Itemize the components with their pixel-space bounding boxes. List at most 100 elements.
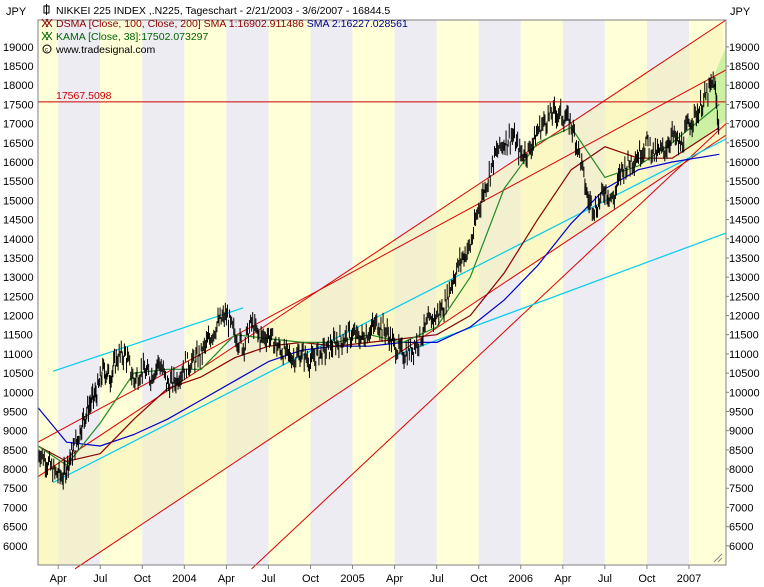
y-tick-label-right: 14500 [729,215,760,227]
y-tick-label-right: 19000 [729,42,760,54]
x-tick-label: Apr [218,573,235,585]
y-tick-label-left: 9500 [3,406,27,418]
x-tick-label: Oct [302,573,319,585]
y-axis-left: 6000 6500 7000 7500 8000 8500 9000 9500 10000 105… [3,42,34,553]
y-tick-label-left: 11500 [3,330,33,342]
legend-entry-text: KAMA [Close, 38]:17502.073297 [56,31,209,43]
y-tick-label-right: 17000 [729,119,760,131]
legend-entry-text: NIKKEI 225 INDEX ,.N225, Tageschart - 2/… [56,5,390,17]
y-tick-label-right: 12000 [729,311,760,323]
x-axis: Apr Jul Oct 2004 Apr Jul Oct 2005 Apr Jul Oct 2006 A… [50,565,701,585]
copyright-icon-c: c [45,48,48,54]
y-tick-label-right: 7500 [729,483,753,495]
x-tick-label: 2007 [677,573,701,585]
time-band [268,20,311,565]
y-tick-label-right: 16000 [729,157,760,169]
sma2-line [37,153,720,447]
time-band [226,20,269,565]
x-tick-label: 2006 [509,573,533,585]
y-tick-label-right: 11000 [729,349,759,361]
y-tick-label-right: 6500 [729,522,753,534]
y-tick-label-right: 6000 [729,541,753,553]
y-tick-label-left: 17000 [3,119,34,131]
legend-entry: KAMA [Close, 38]:17502.073297 [56,31,209,43]
y-tick-label-left: 13500 [3,253,34,265]
y-tick-label-right: 9500 [729,406,753,418]
y-tick-label-left: 13000 [3,272,34,284]
y-tick-label-left: 16500 [3,138,34,150]
y-tick-label-right: 18500 [729,61,760,73]
y-tick-label-right: 15500 [729,176,760,188]
y-tick-label-right: 17500 [729,99,760,111]
y-tick-label-right: 8000 [729,464,753,476]
y-tick-label-left: 6500 [3,522,27,534]
y-tick-label-right: 12500 [729,291,760,303]
channel-line [74,134,727,570]
moving-average-icon [41,18,53,28]
y-tick-label-left: 8000 [3,464,27,476]
copyright-icon [42,44,52,54]
y-tick-label-left: 14500 [3,215,34,227]
x-tick-label: Jul [261,573,275,585]
y-tick-label-right: 9000 [729,426,753,438]
y-tick-label-left: 12000 [3,311,34,323]
y-tick-label-left: 16000 [3,157,34,169]
time-band [38,20,59,565]
x-tick-label: Oct [134,573,151,585]
x-tick-label: Apr [50,573,67,585]
y-tick-label-left: 18000 [3,80,34,92]
y-tick-label-left: 19000 [3,42,34,54]
channel-line [37,19,727,478]
y-tick-label-right: 15000 [729,195,760,207]
y-tick-label-right: 10500 [729,368,760,380]
y-tick-label-left: 17500 [3,99,34,111]
level-line-label: 17567.5098 [56,90,112,102]
y-tick-label-right: 7000 [729,502,753,514]
x-tick-label: Oct [638,573,655,585]
x-tick-label: Jul [598,573,612,585]
resize-grip-icon[interactable] [713,553,723,563]
x-tick-label: Jul [430,573,444,585]
trend-line [394,232,727,357]
y-tick-label-left: 18500 [3,61,34,73]
channel-line [251,123,727,570]
y-tick-label-left: 11000 [3,349,33,361]
y-tick-label-left: 9000 [3,426,27,438]
y-tick-label-right: 13000 [729,272,760,284]
y-tick-label-left: 15500 [3,176,34,188]
y-tick-label-left: 7000 [3,502,27,514]
legend-entry-text: DSMA [Close, 100, Close, 200] SMA 1:1690… [56,18,304,30]
x-tick-label: 2004 [172,573,196,585]
x-tick-label: Apr [386,573,403,585]
x-tick-label: Oct [470,573,487,585]
y-tick-label-right: 8500 [729,445,753,457]
y-axis-right: 6000 6500 7000 7500 8000 8500 9000 9500 10000 105… [726,42,760,553]
y-tick-label-left: 10500 [3,368,34,380]
y-tick-label-left: 8500 [3,445,27,457]
legend-entry: DSMA [Close, 100, Close, 200] SMA 1:1690… [56,18,408,30]
y-tick-label-left: 6000 [3,541,27,553]
y-tick-label-right: 18000 [729,80,760,92]
series-layer [37,71,720,490]
horizontal-level-line: 17567.5098 [38,90,726,103]
y-axis-right-unit: JPY [730,6,751,18]
y-tick-label-right: 10000 [729,387,760,399]
x-tick-label: 2005 [340,573,364,585]
trend-line [52,307,244,372]
channel-fill [38,22,726,567]
y-axis-left-unit: JPY [6,6,27,18]
y-tick-label-left: 7500 [3,483,27,495]
x-tick-label: Apr [554,573,571,585]
legend-entry-text: SMA 2:16227.028561 [304,18,408,30]
y-tick-label-right: 16500 [729,138,760,150]
moving-average-icon [41,31,53,41]
y-tick-label-right: 13500 [729,253,760,265]
plot-frame [37,19,727,566]
y-tick-label-left: 10000 [3,387,34,399]
x-tick-label: Jul [93,573,107,585]
legend: NIKKEI 225 INDEX ,.N225, Tageschart - 2/… [41,4,408,56]
legend-entry: www.tradesignal.com [55,44,155,56]
y-tick-label-left: 15000 [3,195,34,207]
y-tick-label-right: 11500 [729,330,759,342]
